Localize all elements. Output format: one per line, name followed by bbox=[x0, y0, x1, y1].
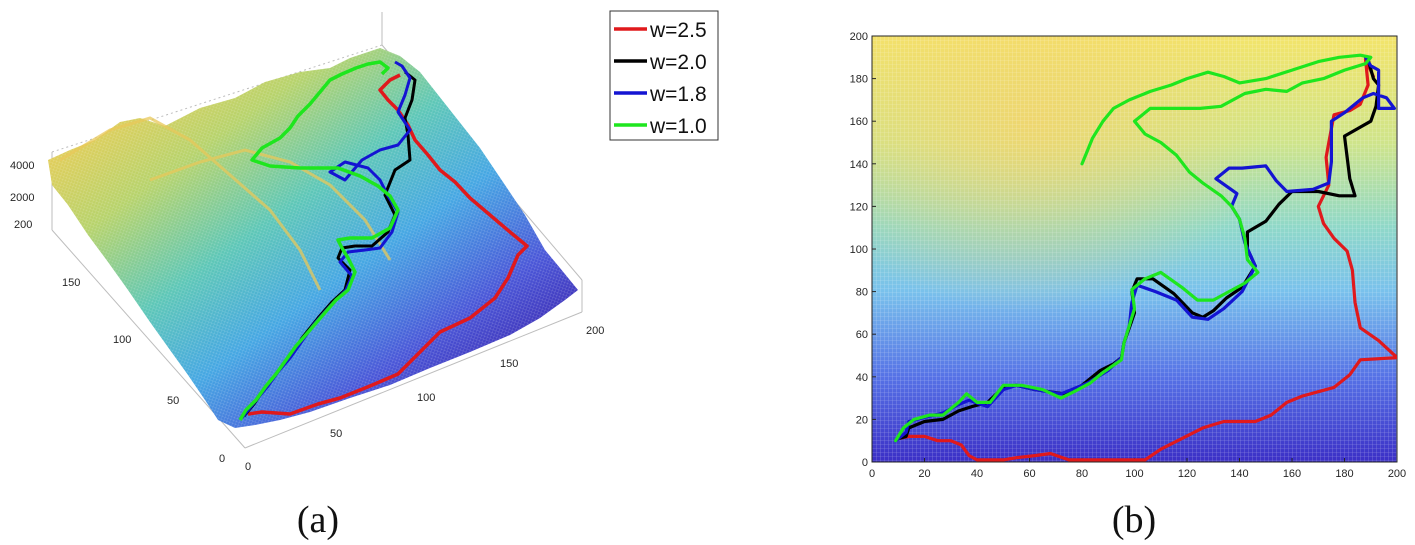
b-y-tick-label: 40 bbox=[856, 372, 868, 384]
panel-a-path-w10 bbox=[238, 60, 400, 421]
legend-label-w20: w=2.0 bbox=[649, 51, 707, 74]
a-y-tick-0: 0 bbox=[219, 453, 225, 465]
b-x-tick-label: 160 bbox=[1283, 468, 1301, 480]
a-x-tick-100: 100 bbox=[417, 392, 435, 404]
b-x-tick-label: 120 bbox=[1178, 468, 1196, 480]
panel-a-terrain-mesh bbox=[48, 48, 578, 428]
a-x-tick-150: 150 bbox=[500, 358, 518, 370]
a-x-tick-200: 200 bbox=[586, 325, 604, 337]
panel-a-ticks: 4000 2000 200 150 100 50 0 0 50 100 150 … bbox=[10, 160, 604, 473]
b-x-tick-label: 40 bbox=[971, 468, 983, 480]
b-y-tick-label: 60 bbox=[856, 329, 868, 341]
panel-b-series bbox=[893, 53, 1397, 462]
a-y-tick-200: 200 bbox=[14, 219, 32, 231]
b-y-tick-label: 80 bbox=[856, 287, 868, 299]
legend-entry-w18: w=1.8 bbox=[614, 83, 707, 106]
b-x-tick-label: 100 bbox=[1125, 468, 1143, 480]
legend-entry-w10: w=1.0 bbox=[614, 115, 707, 138]
a-y-tick-100: 100 bbox=[113, 334, 131, 346]
b-x-tick-label: 0 bbox=[869, 468, 875, 480]
panel-b-ticks: 0 20 40 60 80 100 120 140 160 180 200 0 20 40 60 80 100 1… bbox=[850, 31, 1407, 480]
b-series-line-w18 bbox=[893, 55, 1397, 443]
panel-b-terrain-mesh bbox=[872, 36, 1397, 462]
b-y-tick-label: 0 bbox=[862, 457, 868, 469]
b-x-tick-label: 60 bbox=[1023, 468, 1035, 480]
b-series-line-w10 bbox=[893, 53, 1373, 443]
b-y-tick-label: 20 bbox=[856, 414, 868, 426]
legend-label-w18: w=1.8 bbox=[649, 83, 707, 106]
a-x-tick-0: 0 bbox=[245, 461, 251, 473]
legend-label-w25: w=2.5 bbox=[649, 19, 707, 42]
b-series-line-w25 bbox=[896, 57, 1397, 462]
a-z-tick-4000: 4000 bbox=[10, 160, 34, 172]
legend-entry-w25: w=2.5 bbox=[614, 19, 707, 42]
b-x-tick-label: 20 bbox=[918, 468, 930, 480]
panel-a: 4000 2000 200 150 100 50 0 0 50 100 150 … bbox=[10, 12, 604, 473]
b-y-tick-label: 140 bbox=[850, 159, 868, 171]
b-y-tick-label: 120 bbox=[850, 201, 868, 213]
panel-a-ridges bbox=[59, 116, 392, 291]
b-y-tick-label: 100 bbox=[850, 244, 868, 256]
panel-a-path-w18 bbox=[240, 60, 412, 419]
b-x-tick-label: 180 bbox=[1335, 468, 1353, 480]
legend-entry-w20: w=2.0 bbox=[614, 51, 707, 74]
b-x-tick-label: 140 bbox=[1230, 468, 1248, 480]
b-x-tick-label: 80 bbox=[1076, 468, 1088, 480]
b-y-tick-label: 180 bbox=[850, 74, 868, 86]
legend-box bbox=[609, 10, 719, 141]
legend-label-w10: w=1.0 bbox=[649, 115, 707, 138]
b-x-tick-label: 200 bbox=[1388, 468, 1406, 480]
a-x-tick-50: 50 bbox=[330, 428, 342, 440]
b-y-tick-label: 160 bbox=[850, 116, 868, 128]
panel-b: 0 20 40 60 80 100 120 140 160 180 200 0 20 40 60 80 100 1… bbox=[850, 31, 1407, 480]
a-y-tick-50: 50 bbox=[167, 395, 179, 407]
b-y-tick-label: 200 bbox=[850, 31, 868, 43]
caption-b: (b) bbox=[1112, 499, 1156, 541]
a-y-tick-150: 150 bbox=[62, 277, 80, 289]
caption-a: (a) bbox=[297, 499, 339, 541]
legend: w=2.5 w=2.0 w=1.8 w=1.0 bbox=[609, 10, 719, 141]
a-z-tick-2000: 2000 bbox=[10, 192, 34, 204]
